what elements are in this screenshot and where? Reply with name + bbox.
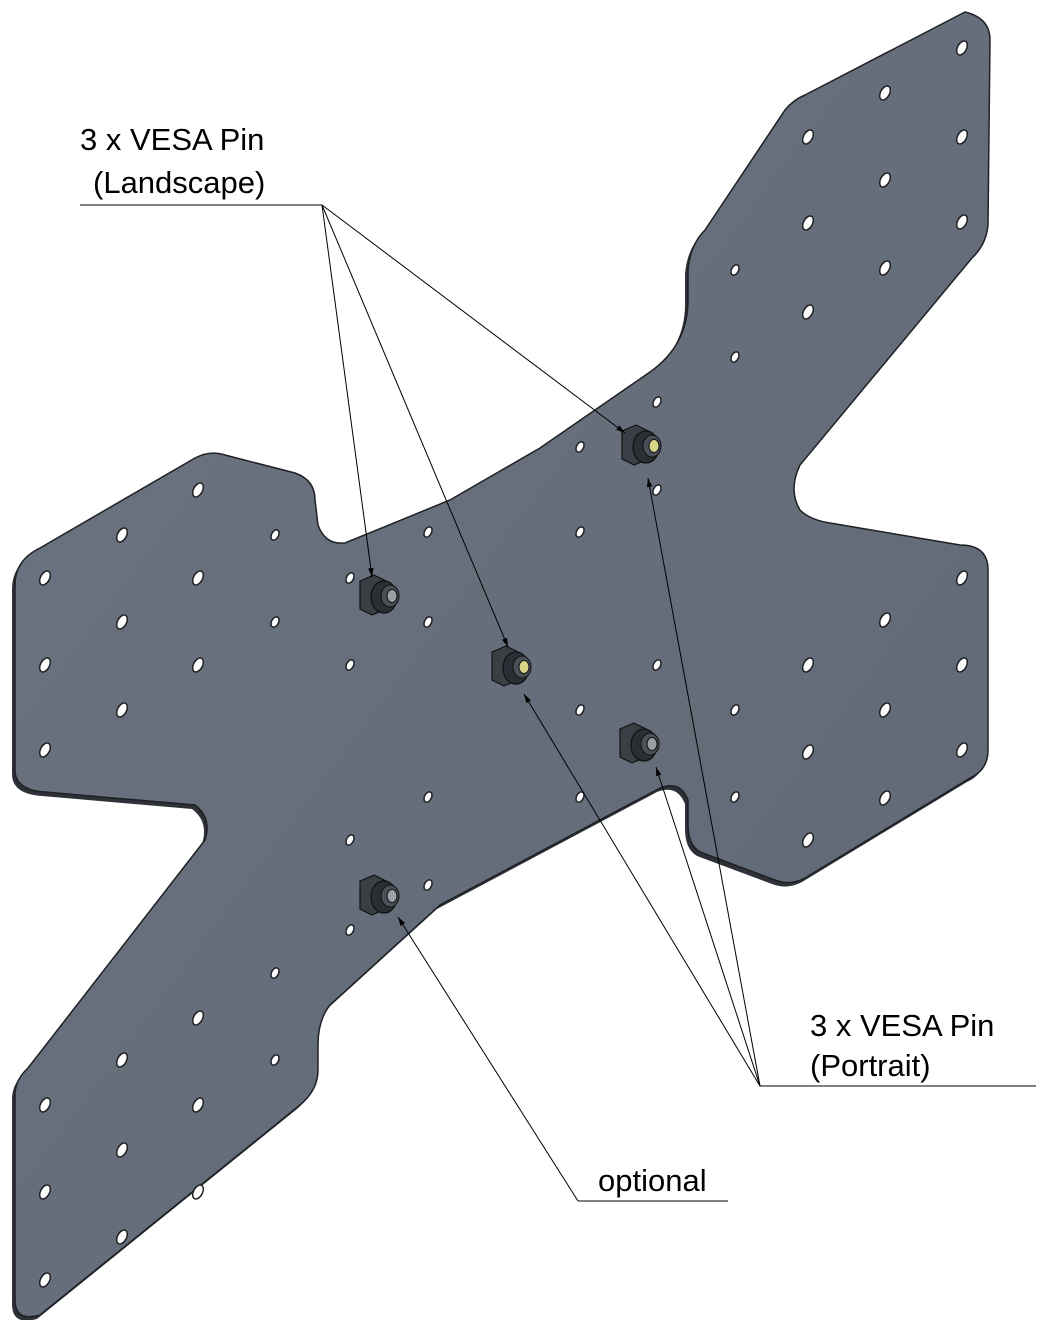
callout-text: (Portrait)	[810, 1048, 931, 1083]
drawing: 3 x VESA Pin (Landscape) 3 x VESA Pin (P…	[0, 0, 1039, 1320]
callout-text: 3 x VESA Pin	[810, 1008, 994, 1043]
leader-line	[322, 205, 372, 577]
page: {"labels": { "landscape": {"line1": "3 x…	[0, 0, 1039, 1320]
callout-text: 3 x VESA Pin	[80, 122, 264, 157]
pin-tip	[649, 440, 659, 453]
pin-tip	[519, 661, 529, 674]
pin-tip	[387, 590, 397, 603]
callout-text: optional	[598, 1163, 707, 1198]
pin-tip	[387, 890, 397, 903]
optional-callout: optional	[398, 917, 728, 1201]
leader-line	[322, 205, 625, 433]
leader-line	[398, 917, 578, 1201]
pin-tip	[647, 738, 657, 751]
callout-text: (Landscape)	[93, 165, 265, 200]
